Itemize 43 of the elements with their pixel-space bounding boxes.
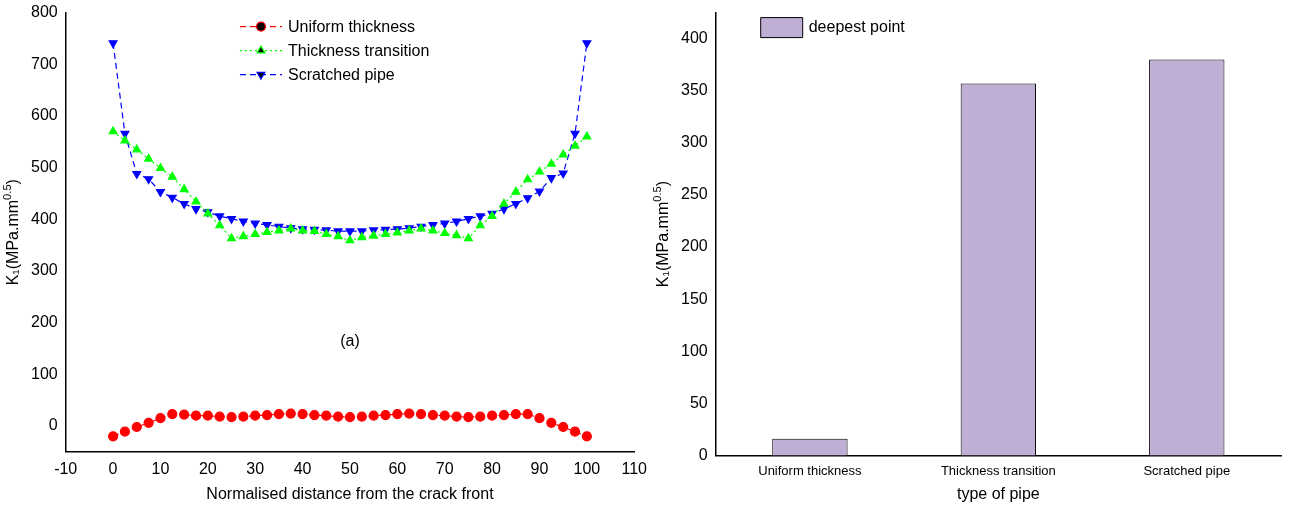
x-tick-label: 0 <box>108 459 118 477</box>
y-tick-label: 600 <box>30 106 58 124</box>
x-tick-label: Uniform thickness <box>758 462 863 478</box>
x-tick-label: Scratched pipe <box>1143 462 1231 478</box>
x-tick-label: 80 <box>483 459 502 477</box>
x-tick-label: -10 <box>54 459 78 477</box>
y-tick-label: 350 <box>680 81 708 99</box>
y-tick-label: 100 <box>680 341 708 359</box>
x-tick-label: 70 <box>435 459 454 477</box>
x-tick-label: 100 <box>573 459 601 477</box>
x-tick-label: 30 <box>246 459 265 477</box>
y-tick-label: 700 <box>30 54 58 72</box>
y-tick-label: 150 <box>680 289 708 307</box>
y-tick-label: 800 <box>30 3 58 21</box>
x-axis-title: Normalised distance from the crack front <box>206 485 495 503</box>
y-tick-label: 200 <box>30 313 58 331</box>
y-axis-title: K₁(MPa.mm0.5) <box>0 179 22 286</box>
y-axis-title: K₁(MPa.mm0.5) <box>650 180 672 288</box>
annotation: (a) <box>340 332 360 350</box>
y-tick-label: 100 <box>30 364 58 382</box>
legend-label: Scratched pipe <box>287 66 395 84</box>
x-tick-label: Thickness transition <box>940 462 1056 478</box>
y-tick-label: 400 <box>30 209 58 227</box>
x-tick-label: 90 <box>530 459 549 477</box>
legend-label: Uniform thickness <box>287 18 416 36</box>
y-tick-label: 300 <box>30 261 58 279</box>
legend-label: Thickness transition <box>287 42 430 60</box>
legend-label: deepest point <box>808 18 906 36</box>
x-tick-label: 10 <box>151 459 170 477</box>
x-tick-label: 110 <box>621 459 648 477</box>
y-tick-label: 200 <box>680 237 708 255</box>
y-tick-label: 500 <box>30 158 58 176</box>
x-axis-title: type of pipe <box>956 485 1040 503</box>
x-tick-label: 60 <box>388 459 407 477</box>
y-tick-label: 0 <box>48 416 58 434</box>
y-tick-label: 50 <box>689 393 708 411</box>
x-tick-label: 40 <box>293 459 312 477</box>
y-tick-label: 400 <box>680 29 708 47</box>
x-tick-label: 50 <box>341 459 359 477</box>
x-tick-label: 20 <box>198 459 217 477</box>
y-tick-label: 0 <box>698 445 708 463</box>
y-tick-label: 300 <box>680 133 708 151</box>
y-tick-label: 250 <box>680 185 708 203</box>
